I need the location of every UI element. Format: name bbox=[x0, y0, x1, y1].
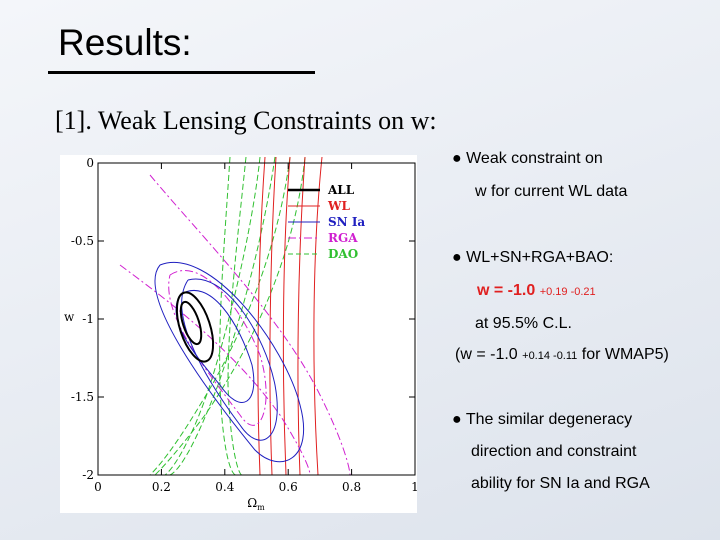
legend-label: SN Ia bbox=[328, 215, 365, 229]
x-axis-label: Ωm bbox=[247, 496, 265, 512]
title-underline bbox=[48, 71, 315, 74]
y-tick-label: -2 bbox=[82, 468, 94, 482]
result-errors: +0.19 -0.21 bbox=[539, 286, 596, 298]
legend-label: DAO bbox=[328, 247, 358, 261]
title: Results: bbox=[58, 22, 192, 63]
bullet-text: direction and constraint bbox=[471, 443, 637, 460]
bullet: ● Weak constraint on bbox=[452, 150, 603, 167]
bullet: ● WL+SN+RGA+BAO: bbox=[452, 249, 614, 266]
contours bbox=[119, 156, 351, 476]
y-tick-label: -1 bbox=[82, 312, 94, 326]
legend-label: WL bbox=[327, 199, 350, 213]
y-tick-label: -1.5 bbox=[71, 390, 94, 404]
figure: Ωm w 0 0.2 0.4 0.6 0.8 1 0 -0.5 -1 -1.5 -2 ALL WL SN … bbox=[60, 155, 417, 513]
x-tick-label: 0.6 bbox=[279, 480, 298, 494]
x-axis-label-text: Ω bbox=[247, 496, 257, 510]
wmap-text: (w = -1.0 bbox=[455, 346, 518, 363]
bullet-text: The similar degeneracy bbox=[465, 411, 633, 428]
x-tick-label: 0.8 bbox=[342, 480, 361, 494]
subtitle: [1]. Weak Lensing Constraints on w: bbox=[55, 106, 437, 135]
wmap-errors: +0.14 -0.11 bbox=[522, 350, 578, 362]
x-tick-label: 1 bbox=[411, 480, 417, 494]
y-tick-label: -0.5 bbox=[71, 234, 94, 248]
bullet-text: Weak constraint on bbox=[466, 150, 603, 167]
bullet-text: WL+SN+RGA+BAO: bbox=[466, 249, 614, 266]
legend-label: ALL bbox=[327, 183, 355, 197]
legend-label: RGA bbox=[328, 231, 358, 245]
wmap-text: for WMAP5) bbox=[581, 346, 669, 363]
bullet-text: ability for SN Ia and RGA bbox=[471, 475, 650, 492]
x-tick-label: 0 bbox=[94, 480, 102, 494]
x-axis-label-sub: m bbox=[257, 503, 265, 512]
bullet-text: w for current WL data bbox=[475, 183, 628, 200]
y-axis-label: w bbox=[64, 310, 75, 324]
result-value: w = -1.0 bbox=[477, 282, 536, 299]
x-tick-label: 0.4 bbox=[215, 480, 234, 494]
y-tick-label: 0 bbox=[86, 156, 94, 170]
bullet: ● The similar degeneracy bbox=[452, 411, 633, 428]
x-tick-label: 0.2 bbox=[152, 480, 171, 494]
bullet-text: at 95.5% C.L. bbox=[475, 315, 572, 332]
result: w = -1.0 +0.19 -0.21 bbox=[477, 282, 596, 300]
wmap-note: (w = -1.0 +0.14 -0.11 for WMAP5) bbox=[455, 346, 669, 364]
